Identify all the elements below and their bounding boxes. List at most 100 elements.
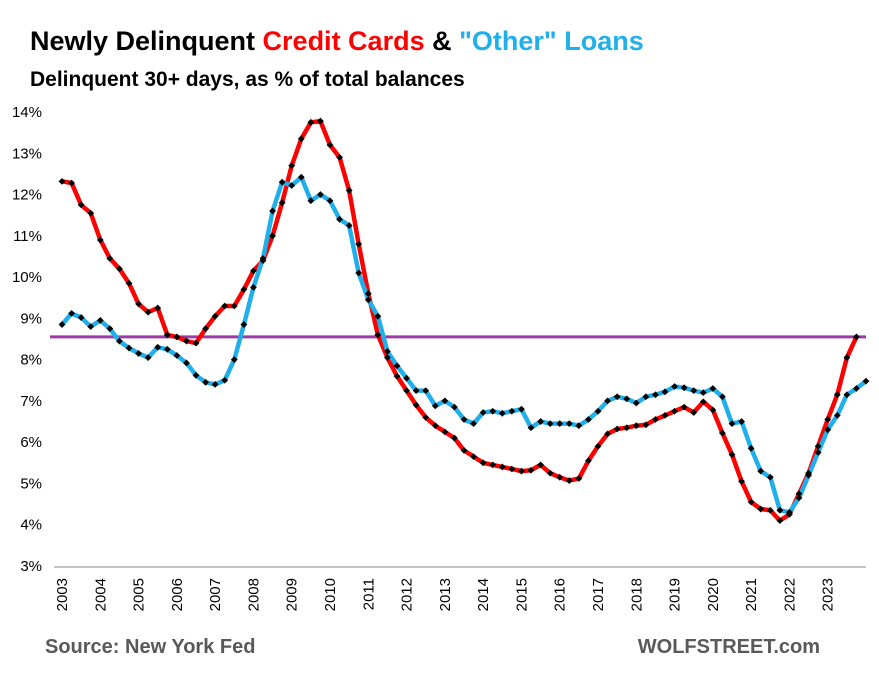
data-point-other bbox=[738, 418, 745, 425]
data-point-other bbox=[441, 397, 449, 405]
data-point-credit-cards bbox=[422, 414, 430, 421]
data-point-credit-cards bbox=[585, 457, 592, 465]
y-tick-label: 3% bbox=[20, 558, 42, 575]
data-point-other bbox=[604, 397, 611, 405]
title-part-1: Newly Delinquent bbox=[30, 26, 263, 56]
y-axis: 3% 4% 5% 6% 7% 8% 9% 10% 11% 12% 13% 14% bbox=[12, 104, 42, 575]
data-point-credit-cards bbox=[87, 209, 95, 217]
data-point-credit-cards bbox=[728, 451, 736, 458]
data-point-credit-cards bbox=[642, 421, 650, 429]
data-point-other bbox=[403, 374, 410, 382]
data-point-other bbox=[527, 424, 535, 432]
y-tick-label: 12% bbox=[12, 187, 42, 204]
y-tick-label: 11% bbox=[13, 228, 42, 245]
data-point-credit-cards bbox=[250, 267, 257, 275]
data-point-other bbox=[766, 473, 774, 481]
data-point-other bbox=[585, 416, 592, 423]
data-point-credit-cards bbox=[470, 453, 477, 461]
data-point-other bbox=[757, 467, 765, 475]
data-point-credit-cards bbox=[58, 177, 66, 185]
data-point-credit-cards bbox=[680, 403, 688, 411]
data-point-other bbox=[144, 354, 152, 361]
data-point-credit-cards bbox=[297, 135, 305, 143]
y-tick-label: 6% bbox=[20, 434, 42, 451]
data-point-other bbox=[87, 323, 95, 331]
data-point-credit-cards bbox=[183, 337, 190, 345]
data-point-other bbox=[317, 191, 324, 198]
data-point-other bbox=[58, 321, 66, 328]
data-point-credit-cards bbox=[661, 411, 669, 419]
data-point-other bbox=[728, 420, 736, 428]
data-point-credit-cards bbox=[269, 232, 276, 240]
x-tick-label: 2004 bbox=[92, 578, 109, 611]
data-point-credit-cards bbox=[671, 407, 678, 415]
data-point-other bbox=[173, 352, 181, 359]
data-point-credit-cards bbox=[479, 459, 487, 467]
data-point-credit-cards bbox=[795, 490, 803, 498]
data-point-credit-cards bbox=[766, 506, 774, 514]
data-point-other bbox=[451, 403, 458, 411]
x-tick-label: 2005 bbox=[131, 578, 148, 611]
data-point-other bbox=[680, 384, 688, 392]
data-point-credit-cards bbox=[307, 118, 315, 126]
data-point-other bbox=[479, 409, 487, 416]
chart-title: Newly Delinquent Credit Cards & "Other" … bbox=[30, 26, 644, 56]
data-point-credit-cards bbox=[77, 201, 85, 209]
x-tick-label: 2018 bbox=[628, 578, 645, 611]
data-point-credit-cards bbox=[632, 422, 640, 430]
data-point-credit-cards bbox=[508, 465, 516, 473]
data-point-credit-cards bbox=[814, 442, 822, 450]
data-point-other bbox=[230, 356, 238, 364]
data-point-credit-cards bbox=[154, 304, 162, 312]
data-point-other bbox=[412, 387, 420, 394]
data-point-other bbox=[719, 393, 726, 401]
data-point-other bbox=[259, 255, 267, 262]
data-point-other bbox=[853, 385, 860, 392]
data-point-other bbox=[690, 387, 698, 394]
data-point-credit-cards bbox=[68, 179, 75, 187]
data-point-credit-cards bbox=[565, 477, 573, 484]
x-tick-label: 2017 bbox=[590, 578, 607, 611]
data-point-credit-cards bbox=[652, 416, 659, 423]
data-point-other bbox=[594, 407, 602, 415]
data-point-credit-cards bbox=[355, 240, 363, 248]
data-point-other bbox=[116, 337, 123, 345]
data-point-other bbox=[489, 407, 497, 415]
data-point-other bbox=[163, 345, 171, 353]
y-tick-label: 14% bbox=[12, 104, 42, 121]
data-point-credit-cards bbox=[824, 416, 832, 423]
data-point-credit-cards bbox=[221, 302, 229, 310]
data-point-credit-cards bbox=[699, 398, 707, 406]
data-point-credit-cards bbox=[374, 331, 382, 339]
data-point-other bbox=[297, 173, 305, 181]
data-point-other bbox=[68, 310, 75, 317]
data-point-other bbox=[135, 350, 142, 357]
data-point-other bbox=[699, 389, 707, 397]
x-tick-label: 2014 bbox=[475, 578, 492, 611]
x-tick-label: 2015 bbox=[513, 578, 530, 611]
data-point-credit-cards bbox=[317, 117, 324, 125]
data-point-credit-cards bbox=[135, 300, 142, 308]
data-point-credit-cards bbox=[412, 401, 420, 409]
x-tick-label: 2006 bbox=[169, 578, 186, 611]
data-point-other bbox=[575, 422, 583, 430]
data-point-other bbox=[355, 269, 363, 277]
data-point-credit-cards bbox=[211, 312, 219, 320]
data-point-other bbox=[154, 343, 162, 351]
data-point-other bbox=[202, 378, 209, 386]
data-point-credit-cards bbox=[757, 505, 765, 513]
data-point-other bbox=[862, 377, 870, 385]
y-tick-label: 7% bbox=[20, 393, 42, 410]
data-point-credit-cards bbox=[230, 302, 238, 310]
data-point-other bbox=[393, 362, 401, 370]
data-point-other bbox=[288, 182, 296, 189]
data-point-other bbox=[431, 402, 439, 410]
data-point-credit-cards bbox=[546, 469, 554, 477]
x-tick-label: 2019 bbox=[667, 578, 684, 611]
x-tick-label: 2021 bbox=[743, 578, 760, 611]
y-tick-label: 10% bbox=[12, 269, 42, 286]
data-point-credit-cards bbox=[451, 434, 458, 442]
data-point-credit-cards bbox=[843, 354, 851, 361]
data-point-credit-cards bbox=[345, 187, 353, 194]
